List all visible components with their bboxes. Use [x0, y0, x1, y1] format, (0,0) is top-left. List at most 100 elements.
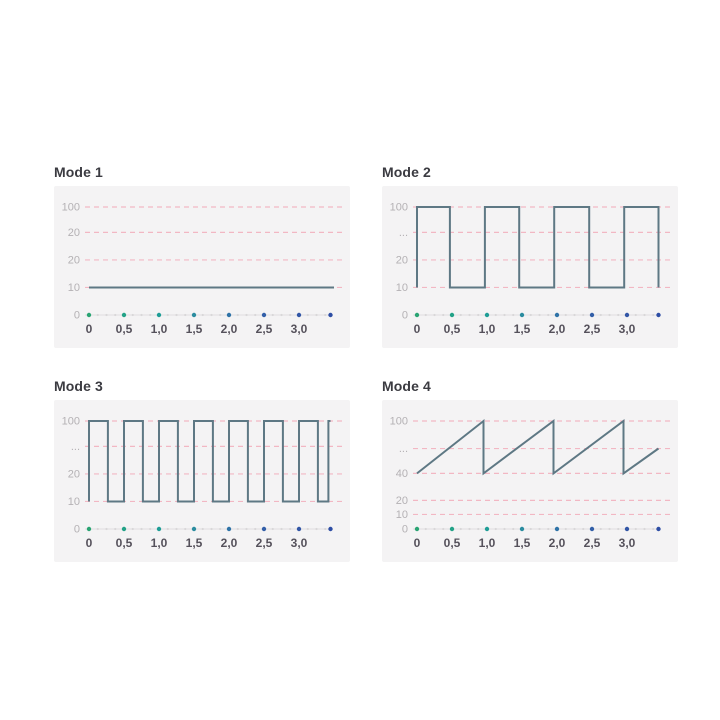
- y-tick-label: 10: [396, 282, 408, 294]
- y-tick-label: ...: [399, 227, 408, 239]
- x-tick-label: 2,0: [221, 322, 238, 336]
- axis-minor-dot: [582, 313, 585, 317]
- chart-canvas-mode-1: 0 10 20 20 100 0 0,5 1,0 1,5 2,0 2,5 3,0: [62, 202, 344, 336]
- axis-minor-dot: [210, 527, 213, 531]
- axis-minor-dot: [424, 313, 427, 317]
- axis-major-dot: [328, 312, 333, 318]
- axis-major-dot: [414, 312, 420, 318]
- chart-panel-mode-2: 0 10 20... 100 0 0,5 1,0 1,5 2,0 2,5 3,0: [382, 186, 678, 348]
- x-tick-label: 1,5: [514, 536, 531, 550]
- axis-major-dot: [156, 526, 162, 532]
- y-tick-label: 20: [68, 254, 80, 266]
- y-tick-label: 100: [62, 202, 80, 214]
- axis-minor-dot: [96, 527, 99, 531]
- y-tick-label: 10: [396, 509, 408, 521]
- x-tick-label: 1,5: [514, 322, 531, 336]
- axis-minor-dot: [564, 527, 567, 531]
- axis-minor-dot: [643, 313, 646, 317]
- axis-minor-dot: [114, 313, 117, 317]
- x-tick-label: 1,5: [186, 322, 203, 336]
- axis-minor-dot: [254, 527, 257, 531]
- axis-minor-dot: [582, 527, 585, 531]
- axis-minor-dot: [289, 527, 292, 531]
- x-tick-label: 3,0: [619, 536, 636, 550]
- axis-minor-dot: [494, 527, 497, 531]
- axis-minor-dot: [512, 313, 515, 317]
- axis-major-dot: [156, 312, 162, 318]
- axis-minor-dot: [547, 313, 550, 317]
- x-tick-label: 0,5: [444, 536, 461, 550]
- axis-minor-dot: [617, 313, 620, 317]
- axis-minor-dot: [468, 313, 471, 317]
- axis-minor-dot: [652, 527, 655, 531]
- axis-minor-dot: [149, 527, 152, 531]
- axis-minor-dot: [105, 527, 108, 531]
- axis-minor-dot: [634, 313, 637, 317]
- axis-minor-dot: [599, 527, 602, 531]
- chart-title-mode-1: Mode 1: [54, 164, 103, 180]
- x-tick-label: 2,5: [256, 536, 273, 550]
- axis-minor-dot: [271, 527, 274, 531]
- x-tick-label: 0: [414, 536, 421, 550]
- axis-major-dot: [296, 312, 302, 318]
- y-tick-label: 10: [68, 282, 80, 294]
- x-tick-label: 2,0: [549, 322, 566, 336]
- y-tick-label: 100: [390, 202, 408, 214]
- axis-minor-dot: [219, 313, 222, 317]
- y-tick-label: 100: [62, 416, 80, 428]
- x-tick-label: 1,0: [151, 322, 168, 336]
- y-tick-label: ...: [71, 441, 80, 453]
- axis-minor-dot: [324, 527, 327, 531]
- axis-minor-dot: [494, 313, 497, 317]
- x-tick-label: 1,0: [479, 536, 496, 550]
- y-tick-label: 20: [68, 468, 80, 480]
- x-tick-label: 3,0: [619, 322, 636, 336]
- axis-minor-dot: [634, 527, 637, 531]
- axis-major-dot: [226, 312, 232, 318]
- x-tick-label: 0: [86, 536, 93, 550]
- x-tick-label: 3,0: [291, 322, 308, 336]
- y-tick-label: 0: [402, 310, 408, 322]
- x-tick-label: 1,5: [186, 536, 203, 550]
- axis-major-dot: [519, 312, 525, 318]
- axis-minor-dot: [512, 527, 515, 531]
- chart-block-mode-1: Mode 1 0 10 20 20 100 0 0,5 1,0 1,5 2,0 2,5 3,0: [54, 165, 350, 348]
- axis-major-dot: [226, 526, 232, 532]
- axis-minor-dot: [236, 313, 239, 317]
- axis-major-dot: [86, 312, 92, 318]
- axis-major-dot: [261, 526, 267, 532]
- axis-minor-dot: [105, 313, 108, 317]
- axis-minor-dot: [433, 313, 436, 317]
- x-tick-label: 2,0: [549, 536, 566, 550]
- axis-major-dot: [86, 526, 92, 532]
- axis-minor-dot: [503, 527, 506, 531]
- y-tick-label: ...: [399, 443, 408, 455]
- x-tick-label: 1,0: [479, 322, 496, 336]
- axis-major-dot: [519, 526, 525, 532]
- axis-minor-dot: [315, 313, 318, 317]
- axis-minor-dot: [219, 527, 222, 531]
- x-tick-label: 0: [86, 322, 93, 336]
- axis-major-dot: [191, 312, 197, 318]
- axis-minor-dot: [538, 313, 541, 317]
- y-tick-label: 0: [402, 524, 408, 536]
- axis-major-dot: [589, 526, 595, 532]
- axis-minor-dot: [280, 313, 283, 317]
- axis-minor-dot: [538, 527, 541, 531]
- axis-major-dot: [624, 312, 630, 318]
- axis-minor-dot: [96, 313, 99, 317]
- chart-canvas-mode-3: 0 10 20... 100 0 0,5 1,0 1,5 2,0 2,5 3,0: [62, 416, 344, 550]
- axis-major-dot: [449, 312, 455, 318]
- axis-major-dot: [414, 526, 420, 532]
- axis-major-dot: [484, 526, 490, 532]
- waveform-line: [416, 418, 660, 476]
- x-tick-label: 2,5: [584, 322, 601, 336]
- axis-major-dot: [554, 312, 560, 318]
- axis-major-dot: [589, 312, 595, 318]
- axis-minor-dot: [280, 527, 283, 531]
- axis-minor-dot: [424, 527, 427, 531]
- x-tick-label: 0,5: [116, 536, 133, 550]
- chart-block-mode-2: Mode 2 0 10 20... 100 0 0,5 1,0 1,5 2,0 2,5 3,0: [382, 165, 678, 348]
- y-tick-label: 0: [74, 310, 80, 322]
